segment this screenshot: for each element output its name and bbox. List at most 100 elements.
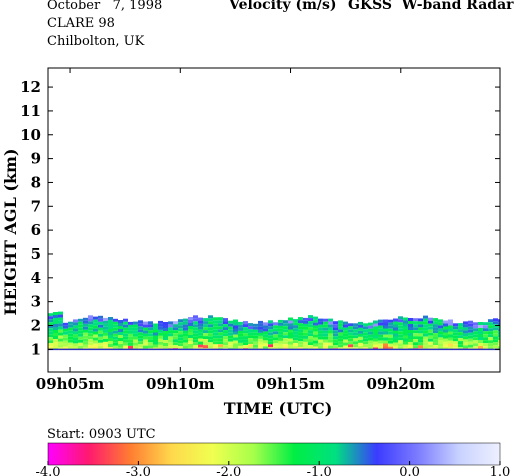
heatmap-cell [378, 343, 383, 347]
heatmap-cell [448, 325, 453, 329]
heatmap-cell [403, 329, 408, 333]
heatmap-cell [493, 327, 498, 331]
heatmap-cell [168, 330, 173, 334]
heatmap-cell [218, 335, 223, 339]
heatmap-cell [353, 341, 358, 345]
heatmap-cell [123, 318, 128, 322]
heatmap-cell [333, 327, 338, 331]
heatmap-cell [178, 334, 183, 338]
heatmap-cell [223, 321, 228, 325]
heatmap-cell [48, 325, 53, 329]
heatmap-cell [103, 338, 108, 342]
colorbar-tick-label: 0.0 [399, 465, 420, 476]
heatmap-cell [293, 346, 298, 350]
heatmap-cell [238, 333, 243, 337]
heatmap-cell [398, 340, 403, 344]
heatmap-cell [418, 345, 423, 349]
heatmap-cell [73, 346, 78, 350]
y-tick-label: 7 [31, 197, 41, 215]
heatmap-cell [433, 342, 438, 346]
heatmap-cell [333, 339, 338, 343]
heatmap-cell [453, 332, 458, 336]
heatmap-cell [283, 347, 288, 350]
heatmap-cell [48, 331, 53, 335]
heatmap-cell [118, 338, 123, 341]
heatmap-cell [253, 338, 258, 342]
heatmap-cell [108, 338, 113, 341]
heatmap-cell [188, 329, 193, 332]
heatmap-cell [153, 323, 158, 327]
heatmap-cell [388, 346, 393, 350]
heatmap-cell [413, 327, 418, 331]
heatmap-cell [98, 327, 103, 331]
heatmap-cell [93, 346, 98, 350]
heatmap-cell [123, 339, 128, 343]
heatmap-cell [473, 331, 478, 335]
heatmap-cell [218, 332, 223, 336]
heatmap-cell [338, 347, 343, 350]
heatmap-cell [93, 343, 98, 347]
colorbar-tick-label: 1.0 [490, 465, 511, 476]
chart-title: Velocity (m/s) [229, 0, 337, 13]
heatmap-cell [288, 338, 293, 342]
heatmap-cell [428, 326, 433, 330]
heatmap-cell [488, 319, 493, 323]
heatmap-cell [63, 337, 68, 341]
heatmap-cell [68, 336, 73, 340]
heatmap-cell [423, 318, 428, 322]
heatmap-cell [143, 321, 148, 325]
heatmap-cell [413, 342, 418, 346]
heatmap-cell [258, 344, 263, 348]
heatmap-cell [378, 337, 383, 341]
heatmap-cell [73, 340, 78, 344]
heatmap-cell [308, 342, 313, 346]
heatmap-cell [363, 326, 368, 330]
heatmap-cell [118, 344, 123, 347]
heatmap-cell [173, 333, 178, 337]
heatmap-cell [348, 332, 353, 336]
heatmap-cell [468, 341, 473, 345]
heatmap-cell [138, 341, 143, 345]
heatmap-cell [153, 341, 158, 345]
heatmap-cell [278, 328, 283, 332]
heatmap-cell [198, 347, 203, 350]
heatmap-cell [238, 330, 243, 334]
heatmap-cell [313, 316, 318, 320]
heatmap-cell [203, 339, 208, 343]
heatmap-cell [448, 343, 453, 347]
heatmap-cell [393, 327, 398, 331]
heatmap-cell [468, 323, 473, 327]
heatmap-cell [148, 324, 153, 328]
heatmap-cell [48, 340, 53, 344]
heatmap-cell [388, 328, 393, 332]
heatmap-cell [368, 346, 373, 350]
heatmap-cell [273, 337, 278, 341]
heatmap-cell [483, 328, 488, 332]
heatmap-cell [213, 341, 218, 345]
heatmap-cell [273, 322, 278, 326]
heatmap-cell [443, 347, 448, 350]
plot-frame [47, 67, 501, 373]
heatmap-cell [413, 321, 418, 325]
heatmap-cell [358, 327, 363, 331]
colorbar-tick-label: -4.0 [35, 465, 60, 476]
heatmap-cell [153, 338, 158, 342]
heatmap-cell [493, 333, 498, 337]
heatmap-cell [308, 315, 313, 319]
heatmap-cell [423, 330, 428, 334]
heatmap-cell [53, 333, 58, 336]
heatmap-cell [488, 343, 493, 347]
heatmap-cell [458, 347, 463, 350]
heatmap-cell [348, 326, 353, 330]
heatmap-cell [143, 333, 148, 337]
heatmap-cell [483, 331, 488, 335]
heatmap-cell [453, 326, 458, 330]
heatmap-cell [408, 321, 413, 324]
heatmap-cell [243, 339, 248, 343]
heatmap-cell [183, 345, 188, 349]
heatmap-cell [293, 331, 298, 335]
heatmap-cell [418, 324, 423, 328]
heatmap-cell [168, 321, 173, 325]
heatmap-cell [128, 327, 133, 331]
